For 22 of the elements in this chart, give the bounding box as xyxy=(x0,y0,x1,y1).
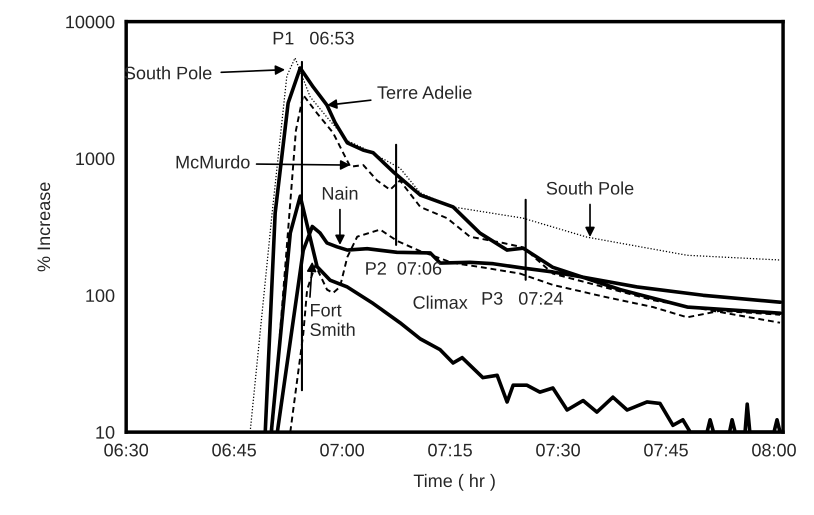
y-tick-label: 1000 xyxy=(76,152,114,166)
x-tick-label: 08:00 xyxy=(752,444,796,456)
x-tick-label: 07:45 xyxy=(644,444,688,456)
annotation: Nain xyxy=(322,186,358,200)
annotation: McMurdo xyxy=(176,155,250,168)
y-tick-label: 100 xyxy=(86,289,114,302)
annotation: Fort Smith xyxy=(310,304,355,336)
y-tick-label: 10 xyxy=(96,426,114,439)
x-axis-title: Time ( hr ) xyxy=(414,474,495,491)
annotation: South Pole xyxy=(546,181,634,195)
x-tick-label: 07:00 xyxy=(320,444,364,456)
annotation: P2 07:06 xyxy=(366,262,442,275)
y-tick-label: 10000 xyxy=(66,16,114,28)
x-tick-label: 07:30 xyxy=(536,444,580,456)
annotation: Terre Adelie xyxy=(377,86,472,99)
annotation: P1 06:53 xyxy=(274,32,354,45)
x-tick-label: 06:45 xyxy=(212,444,256,456)
annotation: Climax xyxy=(414,296,468,309)
x-tick-label: 06:30 xyxy=(104,444,148,456)
annotation: P3 07:24 xyxy=(482,292,563,305)
y-axis-title: % Increase xyxy=(37,182,50,272)
x-tick-label: 07:15 xyxy=(428,444,472,456)
